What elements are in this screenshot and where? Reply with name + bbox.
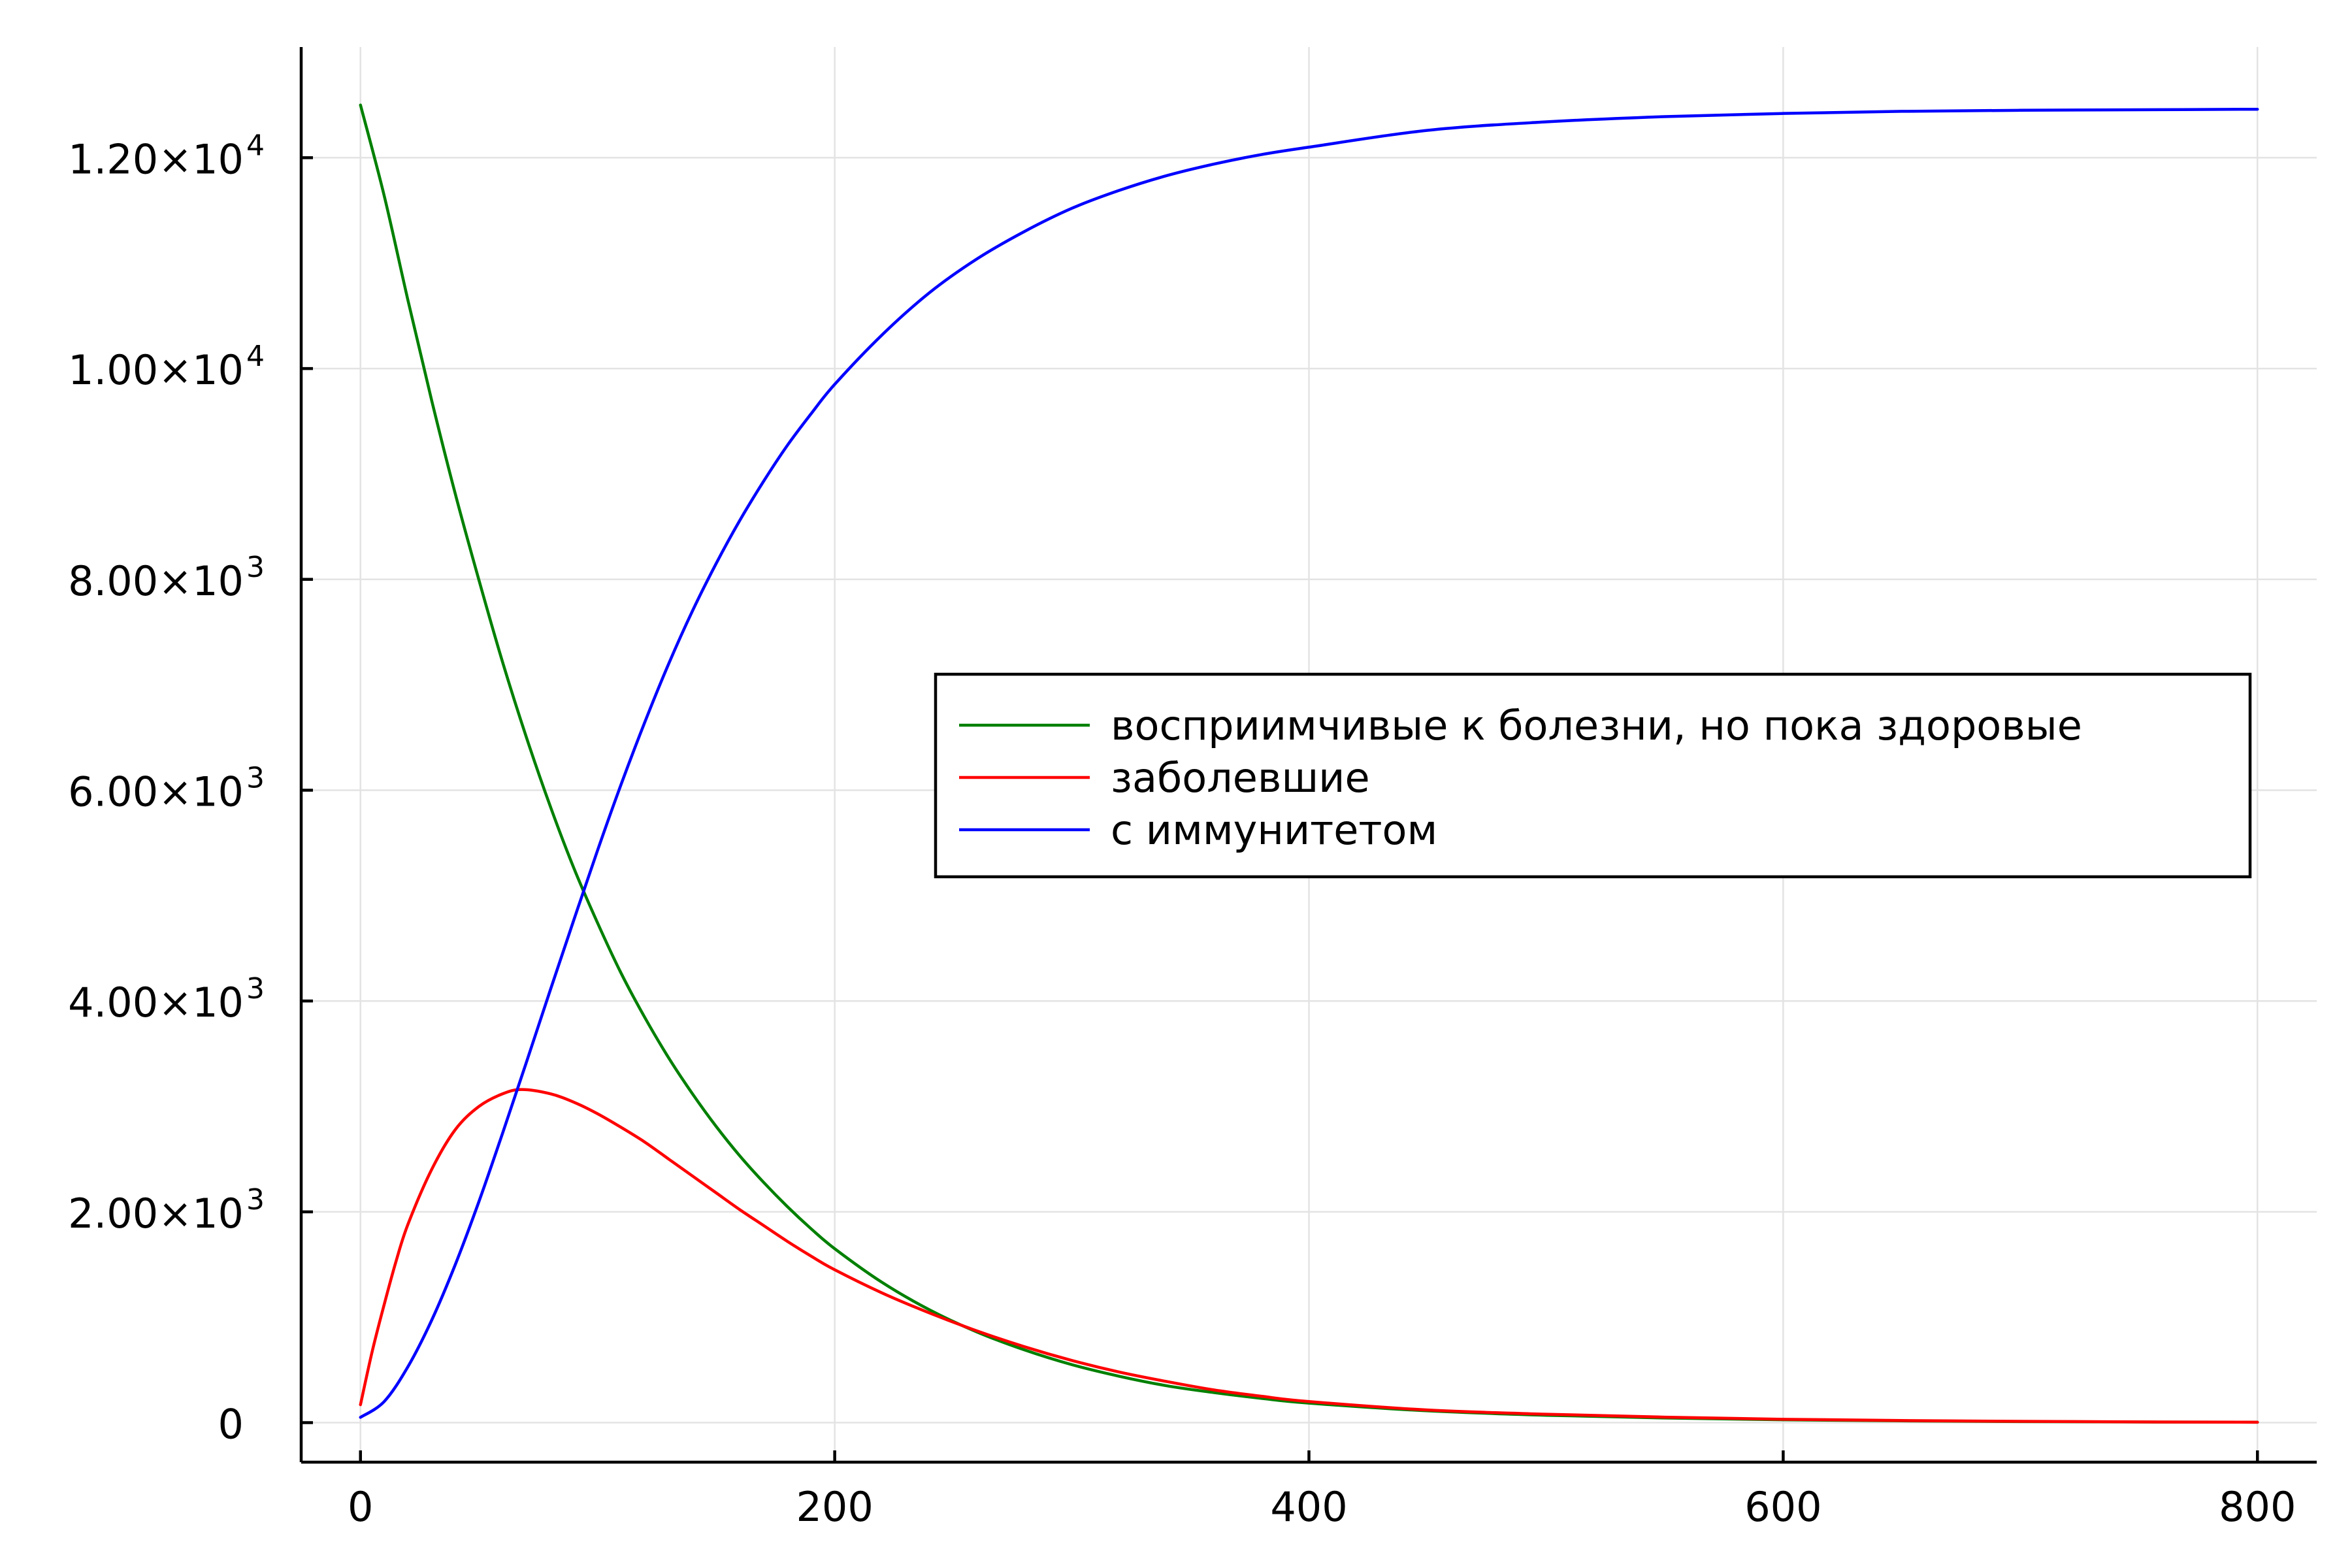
y-tick-exponent: 3 xyxy=(246,1183,265,1217)
y-tick-label: 1.00×10 xyxy=(68,346,244,394)
legend-label-2: заболевшие xyxy=(1111,754,1370,802)
y-tick-label: 4.00×10 xyxy=(68,979,244,1026)
series xyxy=(359,103,2259,1424)
y-tick-exponent: 3 xyxy=(246,761,265,794)
x-tick-label: 200 xyxy=(796,1483,873,1531)
y-tick-label: 6.00×10 xyxy=(68,768,244,815)
y-tick-label: 2.00×10 xyxy=(68,1190,244,1237)
y-tick-exponent: 4 xyxy=(246,129,265,162)
y-tick-label: 8.00×10 xyxy=(68,557,244,605)
y-tick-exponent: 3 xyxy=(246,551,265,584)
legend-label-3: с иммунитетом xyxy=(1111,806,1437,854)
legend-box xyxy=(934,672,2252,879)
series-line-2 xyxy=(359,1088,2259,1424)
y-tick-exponent: 3 xyxy=(246,972,265,1005)
x-tick-label: 800 xyxy=(2219,1483,2296,1531)
series-line-3 xyxy=(359,107,2259,1419)
y-tick-label: 1.20×10 xyxy=(68,135,244,183)
x-tick-label: 0 xyxy=(348,1483,373,1531)
legend: восприимчивые к болезни, но пока здоровы… xyxy=(934,672,2252,879)
y-tick-exponent: 4 xyxy=(246,340,265,373)
x-tick-label: 400 xyxy=(1270,1483,1347,1531)
legend-label-1: восприимчивые к болезни, но пока здоровы… xyxy=(1111,702,2082,749)
y-tick-label: 0 xyxy=(218,1400,244,1448)
x-tick-label: 600 xyxy=(1744,1483,1821,1531)
